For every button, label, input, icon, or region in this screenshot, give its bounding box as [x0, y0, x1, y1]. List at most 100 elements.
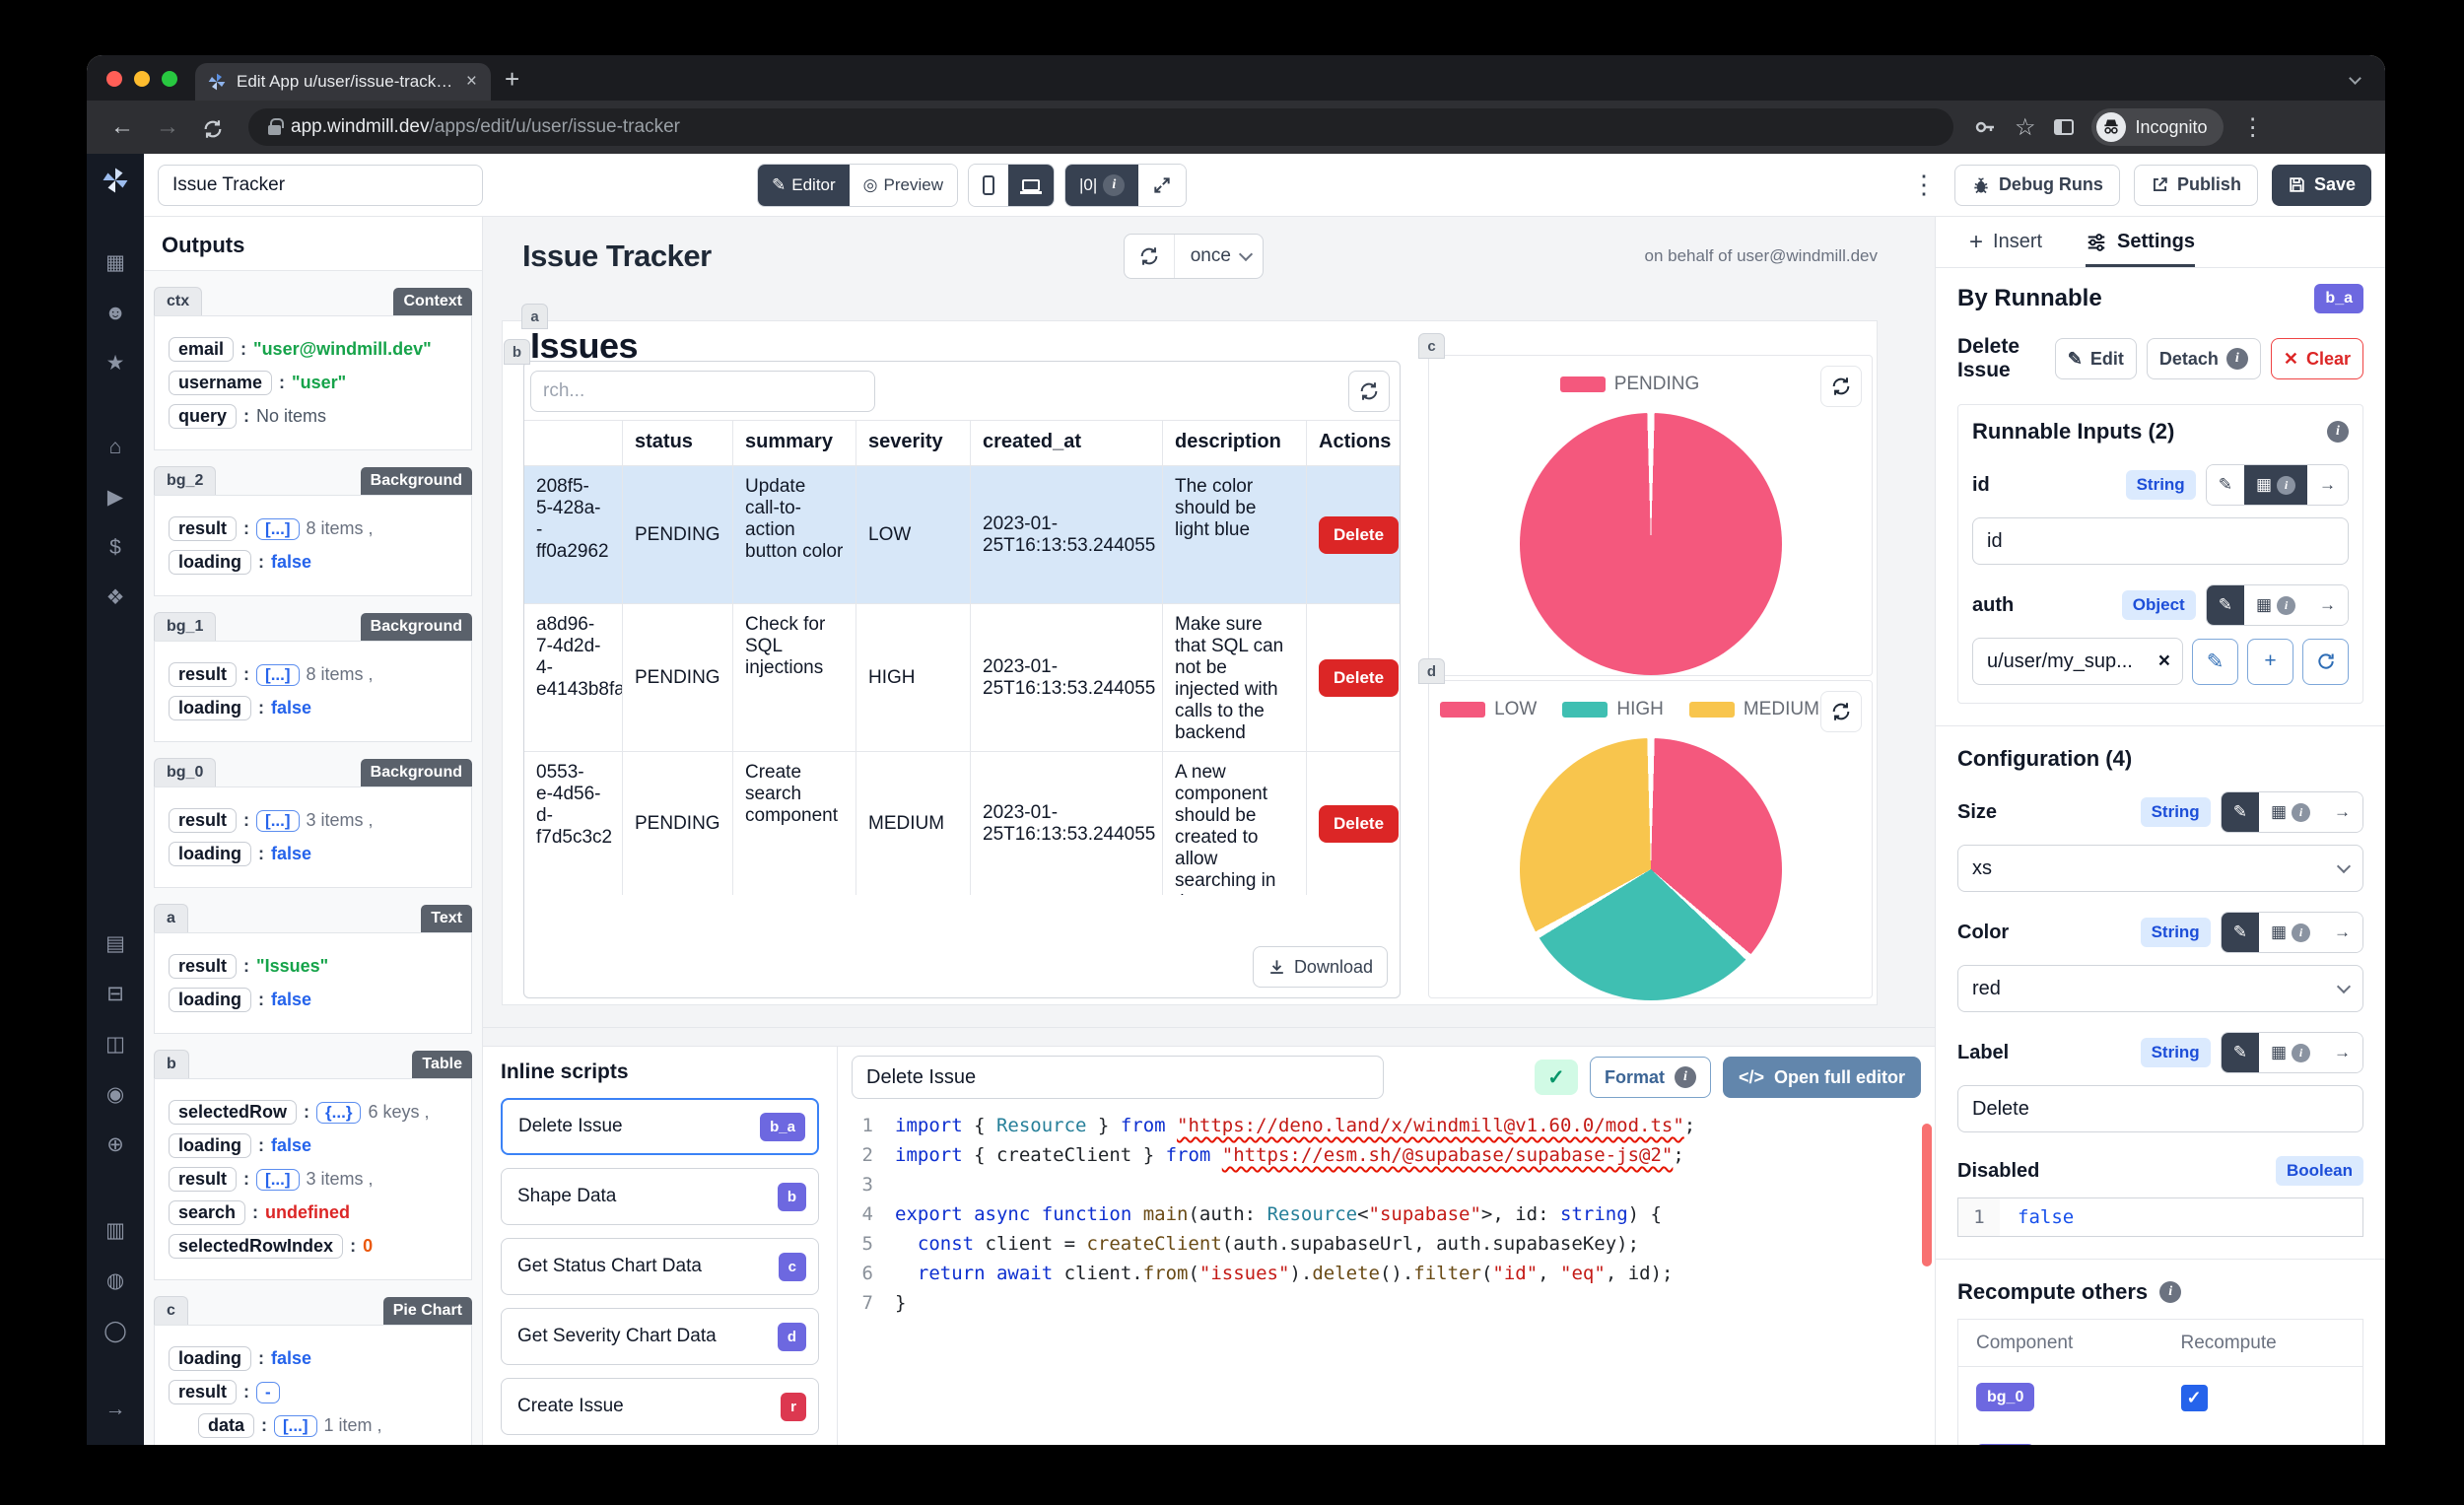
output-component-tag[interactable]: c — [154, 1296, 188, 1325]
output-component-tag[interactable]: bg_2 — [154, 466, 217, 495]
more-menu-icon[interactable]: ⋮ — [1910, 170, 1937, 199]
expand-bracket[interactable]: - — [256, 1381, 280, 1403]
field-id-input[interactable]: id — [1972, 517, 2349, 565]
delete-button[interactable]: Delete — [1319, 515, 1400, 554]
output-key[interactable]: selectedRow — [169, 1100, 298, 1125]
refresh-mode-select[interactable]: once — [1175, 245, 1263, 267]
column-header[interactable]: status — [622, 421, 732, 465]
open-full-editor-button[interactable]: </> Open full editor — [1722, 1057, 1921, 1098]
table-refresh-button[interactable] — [1348, 371, 1390, 412]
expand-bracket[interactable]: {...} — [316, 1101, 362, 1124]
column-header[interactable] — [524, 421, 622, 465]
output-key[interactable]: loading — [169, 842, 251, 866]
browser-menu-icon[interactable]: ⋮ — [2240, 113, 2265, 141]
hub-icon[interactable]: ❖ — [105, 586, 125, 609]
connect-mode-button[interactable]: ▦ i — [2258, 1033, 2322, 1072]
inline-script-item[interactable]: Delete Issue b_a — [501, 1098, 819, 1155]
user-icon[interactable]: ☻ — [103, 302, 127, 324]
component-handle-d[interactable]: d — [1418, 658, 1445, 684]
editor-mode-button[interactable]: ✎ Editor — [758, 164, 850, 206]
component-handle-c[interactable]: c — [1418, 333, 1445, 359]
eval-mode-button[interactable]: → — [2322, 792, 2362, 832]
table-row[interactable]: 208f5- 5-428a- - ff0a2962 PENDING Update call… — [524, 465, 1400, 603]
code-editor[interactable]: 1 import { Resource } from "https://deno.… — [838, 1105, 1935, 1445]
expand-bracket[interactable]: [...] — [256, 517, 300, 540]
groups-icon[interactable]: ◫ — [105, 1033, 125, 1056]
legend-item[interactable]: HIGH — [1562, 699, 1664, 720]
output-key[interactable]: email — [169, 337, 235, 362]
add-resource-button[interactable]: + — [2247, 638, 2293, 685]
output-key[interactable]: query — [169, 404, 238, 429]
preview-mode-button[interactable]: ◎ Preview — [849, 164, 957, 206]
output-key[interactable]: result — [169, 1380, 238, 1404]
debug-runs-button[interactable]: Debug Runs — [1953, 164, 2120, 206]
static-mode-button[interactable]: ✎ — [2221, 792, 2259, 832]
expand-bracket[interactable]: [...] — [256, 1168, 300, 1191]
home-icon[interactable]: ⌂ — [108, 436, 122, 458]
docs-icon[interactable]: ▥ — [105, 1219, 125, 1242]
inline-script-item[interactable]: Shape Data b — [501, 1168, 819, 1225]
output-key[interactable]: result — [169, 662, 238, 687]
usage-dollar-icon[interactable]: $ — [109, 536, 121, 559]
tab-search-chevron-icon[interactable] — [2349, 72, 2361, 85]
collapse-arrow-icon[interactable]: → — [104, 1398, 126, 1420]
output-key[interactable]: loading — [169, 988, 251, 1012]
audit-eye-icon[interactable]: ◉ — [105, 1083, 125, 1106]
favorites-star-icon[interactable]: ★ — [105, 352, 125, 375]
app-refresh-button[interactable] — [1125, 235, 1175, 278]
static-mode-button[interactable]: ✎ — [2206, 585, 2244, 625]
minimize-window-button[interactable] — [134, 71, 150, 87]
chart-refresh-button[interactable] — [1820, 691, 1862, 732]
browser-tab[interactable]: Edit App u/user/issue-tracker | × — [195, 63, 491, 101]
disabled-expr-editor[interactable]: 1 false — [1957, 1197, 2363, 1237]
edit-runnable-button[interactable]: ✎ Edit — [2054, 338, 2137, 379]
schedules-icon[interactable]: ▤ — [105, 932, 125, 955]
expand-bracket[interactable]: [...] — [256, 809, 300, 832]
column-header[interactable]: created_at — [970, 421, 1162, 465]
output-key[interactable]: result — [169, 516, 238, 541]
tab-insert[interactable]: + Insert — [1969, 228, 2043, 255]
table-row[interactable]: 0553- e-4d56- d-f7d5c3c2 PENDING Create sear… — [524, 751, 1400, 895]
resource-picker-input[interactable]: u/user/my_sup... × — [1972, 638, 2183, 685]
legend-item[interactable]: LOW — [1440, 699, 1537, 720]
script-name-input[interactable]: Delete Issue — [852, 1056, 1384, 1099]
output-key[interactable]: result — [169, 808, 238, 833]
inline-script-item[interactable]: Create Issue r — [501, 1378, 819, 1435]
download-button[interactable]: Download — [1252, 946, 1388, 988]
output-key[interactable]: username — [169, 371, 273, 395]
back-icon[interactable]: ← — [110, 113, 134, 140]
fullscreen-button[interactable] — [1138, 164, 1187, 206]
output-key[interactable]: loading — [169, 550, 251, 575]
legend-item[interactable]: MEDIUM — [1688, 699, 1819, 720]
inline-script-item[interactable]: Get Severity Chart Data d — [501, 1308, 819, 1365]
clear-button[interactable]: ✕ Clear — [2270, 338, 2363, 379]
color-select[interactable]: red — [1957, 965, 2363, 1012]
folders-icon[interactable]: ⊟ — [106, 983, 124, 1005]
output-key[interactable]: loading — [169, 1133, 251, 1158]
web-icon[interactable]: ⊕ — [106, 1133, 124, 1156]
expand-bracket[interactable]: [...] — [256, 663, 300, 686]
github-icon[interactable]: ◯ — [103, 1320, 127, 1342]
incognito-badge[interactable]: Incognito — [2090, 108, 2224, 146]
column-header[interactable]: Actions — [1306, 421, 1400, 465]
windmill-logo-icon[interactable] — [101, 166, 130, 195]
tab-close-icon[interactable]: × — [465, 71, 477, 92]
password-key-icon[interactable] — [1973, 115, 1997, 139]
publish-button[interactable]: Publish — [2133, 164, 2258, 206]
eval-mode-button[interactable]: → — [2322, 913, 2362, 952]
refresh-resource-button[interactable] — [2302, 638, 2349, 685]
format-button[interactable]: Format i — [1589, 1057, 1711, 1098]
table-row[interactable]: a8d96- 7-4d2d- 4- e4143b8fa PENDING Check for… — [524, 603, 1400, 751]
apps-grid-icon[interactable]: ▦ — [105, 251, 125, 274]
edit-resource-button[interactable]: ✎ — [2192, 638, 2238, 685]
app-name-input[interactable]: Issue Tracker — [158, 164, 483, 206]
delete-button[interactable]: Delete — [1319, 658, 1400, 697]
component-handle-b[interactable]: b — [504, 339, 530, 365]
zero-width-button[interactable]: |0| i — [1064, 164, 1139, 206]
eval-mode-button[interactable]: → — [2307, 585, 2348, 625]
connect-mode-button[interactable]: ▦ i — [2243, 585, 2307, 625]
new-tab-button[interactable]: + — [505, 64, 520, 94]
side-panel-icon[interactable] — [2053, 119, 2074, 135]
component-handle-a[interactable]: a — [521, 304, 548, 329]
maximize-window-button[interactable] — [162, 71, 177, 87]
